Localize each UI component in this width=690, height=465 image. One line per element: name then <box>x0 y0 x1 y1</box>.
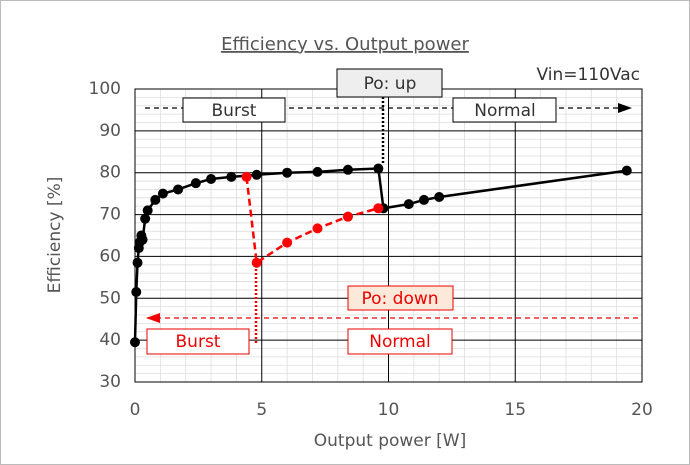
data-point <box>137 234 148 245</box>
annotation: Vin=110Vac <box>536 65 640 85</box>
y-tick-label: 50 <box>99 288 121 308</box>
series-label: Po: down <box>361 289 438 309</box>
data-point <box>132 257 143 268</box>
annotation: Normal <box>369 332 431 352</box>
data-point <box>157 188 168 199</box>
series-label: Po: up <box>364 74 417 94</box>
data-point <box>621 165 632 176</box>
data-point <box>342 211 353 222</box>
x-tick-label: 5 <box>256 400 267 420</box>
data-point <box>418 194 429 205</box>
x-tick-label: 10 <box>378 400 400 420</box>
y-tick-label: 70 <box>99 205 121 225</box>
y-tick-label: 80 <box>99 163 121 183</box>
label-box <box>347 328 453 355</box>
data-point <box>434 191 445 202</box>
data-point <box>173 184 184 195</box>
data-point <box>226 171 237 182</box>
label-box <box>336 68 443 98</box>
annotation: Burst <box>176 332 221 352</box>
y-tick-label: 40 <box>99 330 121 350</box>
data-point <box>251 169 262 180</box>
data-point <box>342 164 353 175</box>
data-point <box>206 173 217 184</box>
data-point <box>312 166 323 177</box>
data-point <box>142 205 153 216</box>
label-box <box>347 285 454 311</box>
y-axis-label: Efficiency [%] <box>45 177 65 294</box>
data-point <box>130 337 140 348</box>
y-tick-label: 30 <box>99 372 121 392</box>
data-point <box>150 194 161 205</box>
chart-title: Efficiency vs. Output power <box>221 34 469 55</box>
label-box <box>182 97 286 123</box>
label-box <box>146 328 250 355</box>
y-tick-label: 100 <box>89 79 121 99</box>
data-point <box>373 203 384 214</box>
data-point <box>241 171 252 182</box>
annotation: Normal <box>474 101 536 121</box>
data-point <box>312 223 323 234</box>
x-tick-label: 15 <box>504 400 526 420</box>
arrow-head <box>146 313 160 323</box>
x-axis-label: Output power [W] <box>314 431 466 451</box>
plot <box>130 163 632 348</box>
x-tick-label: 20 <box>631 400 653 420</box>
data-point <box>190 178 201 189</box>
data-point <box>282 237 293 248</box>
arrow-head <box>618 103 632 113</box>
data-point <box>251 257 262 268</box>
data-point <box>373 163 384 174</box>
label-box <box>452 97 557 123</box>
data-point <box>282 167 293 178</box>
y-tick-label: 90 <box>99 121 121 141</box>
x-tick-label: 0 <box>130 400 141 420</box>
series-line <box>245 176 379 265</box>
annotation: Burst <box>212 101 257 121</box>
data-point <box>403 199 414 210</box>
data-point <box>140 213 151 224</box>
y-tick-label: 60 <box>99 246 121 266</box>
data-point <box>131 287 142 298</box>
annotations: Po: up Vin=110Vac Burst Normal Po: down … <box>145 65 642 355</box>
